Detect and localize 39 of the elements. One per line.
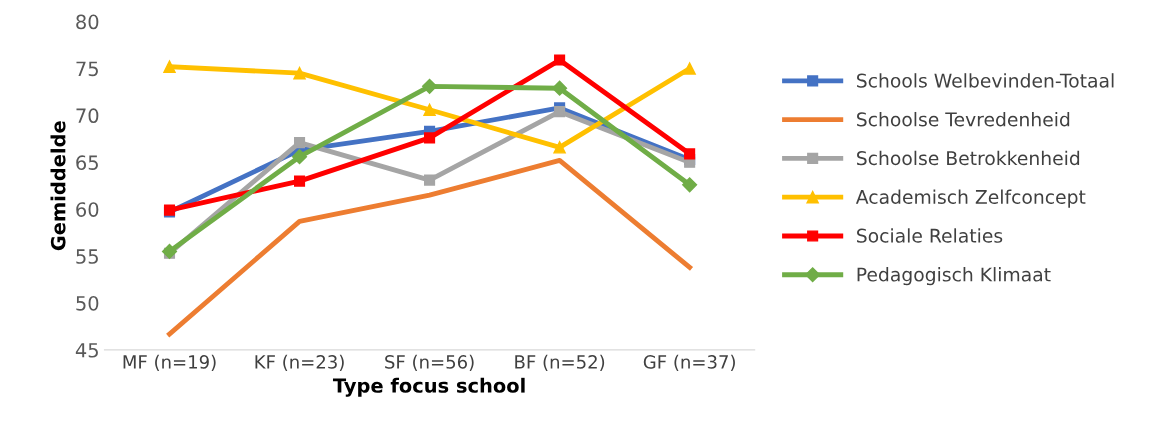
- y-axis-title: Gemiddelde: [50, 121, 66, 251]
- point: [554, 106, 566, 118]
- y-tick-label: 65: [76, 155, 98, 170]
- line-series: [167, 158, 693, 337]
- x-tick-label: MF (n=19): [123, 354, 216, 371]
- legend-label: Schoolse Betrokkenheid: [857, 150, 1080, 166]
- point: [293, 137, 306, 149]
- point: [553, 141, 566, 154]
- point: [554, 54, 566, 66]
- point: [293, 66, 306, 80]
- y-tick-label: 60: [76, 202, 99, 217]
- point: [683, 62, 696, 75]
- legend-label: Schools Welbevinden-Totaal: [857, 73, 1114, 88]
- point: [552, 80, 568, 96]
- y-tick-label: 75: [76, 61, 98, 77]
- point: [161, 243, 178, 259]
- point: [421, 78, 438, 94]
- point: [163, 60, 176, 73]
- x-tick-label: SF (n=56): [385, 354, 474, 371]
- point: [684, 148, 696, 160]
- y-tick-label: 70: [76, 108, 99, 124]
- point: [424, 174, 436, 186]
- legend-label: Pedagogisch Klimaat: [857, 267, 1051, 286]
- point: [291, 149, 308, 165]
- legend-label: Sociale Relaties: [857, 228, 1003, 243]
- x-axis-title: Type focus school: [332, 377, 525, 397]
- x-tick-label: GF (n=37): [643, 354, 735, 371]
- point: [424, 132, 436, 144]
- x-tick-label: BF (n=52): [515, 354, 605, 371]
- y-tick-label: 55: [76, 249, 98, 264]
- y-tick-label: 80: [76, 14, 99, 30]
- point: [423, 103, 436, 117]
- y-tick-label: 50: [76, 295, 99, 311]
- y-tick-label: 45: [75, 343, 98, 358]
- point: [682, 177, 698, 193]
- point: [293, 175, 306, 187]
- legend-label: Academisch Zelfconcept: [855, 189, 1086, 208]
- legend-label: Schoolse Tevredenheid: [857, 111, 1070, 127]
- x-tick-label: KF (n=23): [255, 354, 344, 371]
